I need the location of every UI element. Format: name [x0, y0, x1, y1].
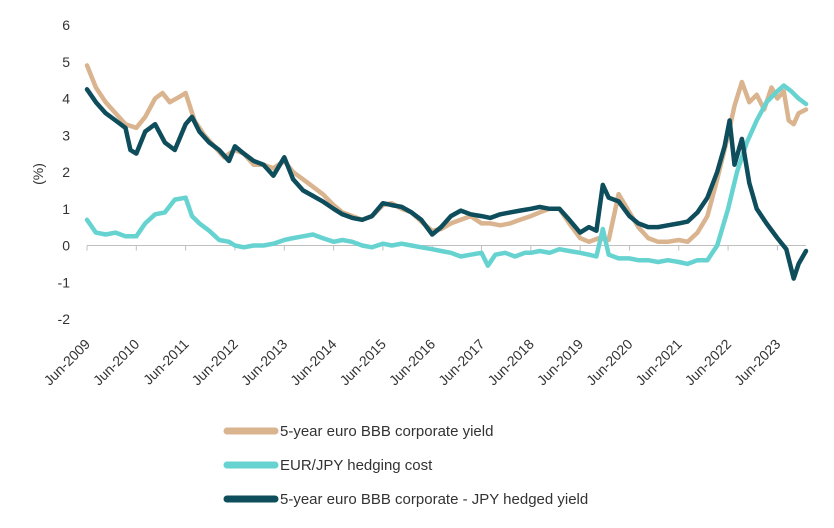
x-tick-label: Jun-2017	[435, 336, 488, 389]
x-tick-label: Jun-2018	[484, 336, 537, 389]
x-tick-label: Jun-2009	[41, 336, 94, 389]
legend: 5-year euro BBB corporate yield EUR/JPY h…	[223, 423, 588, 508]
series-line-2	[84, 83, 809, 268]
legend-label-3: 5-year euro BBB corporate - JPY hedged y…	[280, 491, 588, 508]
legend-label-1: 5-year euro BBB corporate yield	[280, 423, 493, 440]
y-tick-label: 5	[62, 54, 70, 70]
x-tick-label: Jun-2011	[140, 336, 192, 388]
y-tick-label: 3	[62, 127, 70, 143]
x-tick-label: Jun-2012	[188, 336, 241, 389]
x-tick-label: Jun-2019	[534, 336, 587, 389]
y-tick-label: 2	[62, 164, 70, 180]
x-tick-label: Jun-2022	[682, 336, 735, 389]
y-tick-label: 4	[62, 91, 70, 107]
x-tick-label: Jun-2014	[287, 336, 340, 389]
series-line-3	[84, 87, 809, 281]
x-tick-label: Jun-2013	[238, 336, 291, 389]
x-tick-label: Jun-2020	[583, 336, 636, 389]
y-tick-label: 1	[62, 201, 70, 217]
x-tick-label: Jun-2021	[632, 336, 685, 389]
x-tick-label: Jun-2023	[731, 336, 784, 389]
x-tick-label: Jun-2016	[386, 336, 439, 389]
series-line-1	[84, 63, 809, 245]
y-axis-title: (%)	[30, 163, 46, 185]
x-axis: Jun-2009Jun-2010Jun-2011Jun-2012Jun-2013…	[41, 245, 806, 389]
y-tick-label: -2	[58, 311, 71, 327]
y-tick-label: 0	[62, 238, 70, 254]
series-group	[84, 63, 809, 281]
legend-label-2: EUR/JPY hedging cost	[280, 457, 433, 474]
y-tick-label: -1	[58, 274, 71, 290]
x-tick-label: Jun-2015	[336, 336, 389, 389]
x-tick-label: Jun-2010	[90, 336, 143, 389]
y-tick-label: 6	[62, 17, 70, 33]
y-axis: 6 5 4 3 2 1 0 -1 -2 (%)	[30, 17, 70, 327]
